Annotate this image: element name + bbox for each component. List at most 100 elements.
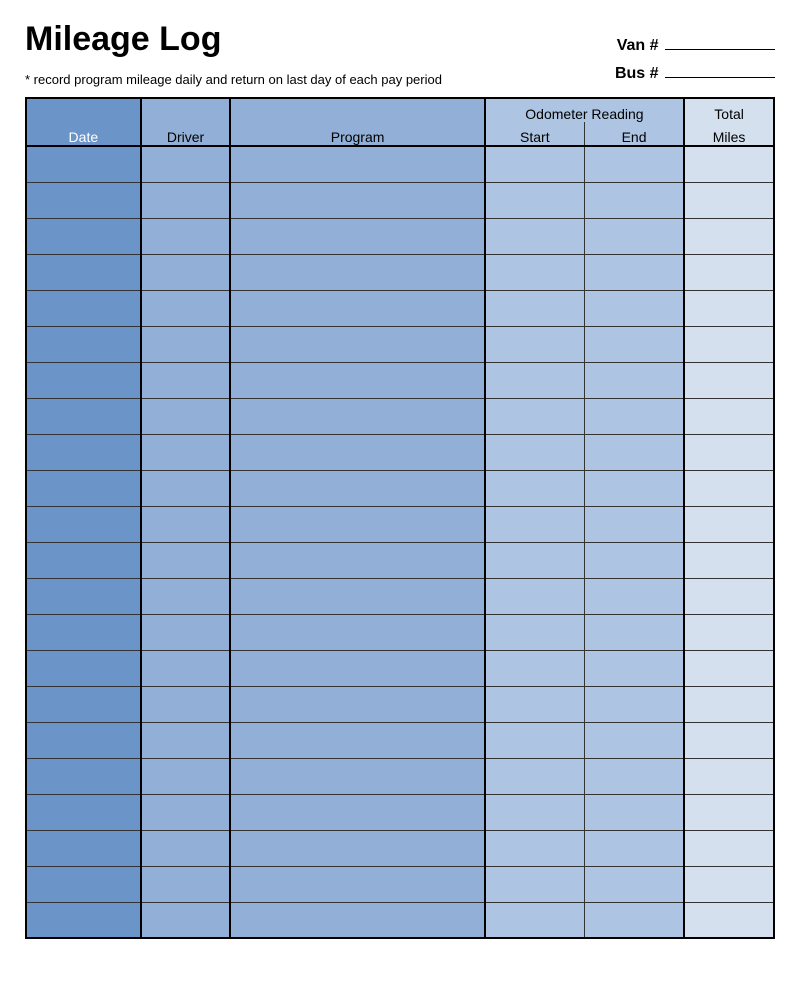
cell-driver[interactable] [141,218,231,254]
cell-odometer-end[interactable] [584,686,684,722]
cell-date[interactable] [26,866,141,902]
bus-number-field[interactable]: Bus # [615,65,775,83]
cell-total-miles[interactable] [684,650,774,686]
table-row[interactable] [26,650,774,686]
table-row[interactable] [26,614,774,650]
table-row[interactable] [26,830,774,866]
cell-odometer-start[interactable] [485,470,585,506]
cell-date[interactable] [26,434,141,470]
cell-driver[interactable] [141,398,231,434]
cell-odometer-start[interactable] [485,398,585,434]
cell-date[interactable] [26,218,141,254]
cell-odometer-start[interactable] [485,830,585,866]
cell-odometer-end[interactable] [584,866,684,902]
cell-driver[interactable] [141,686,231,722]
cell-odometer-start[interactable] [485,794,585,830]
cell-program[interactable] [230,254,484,290]
cell-odometer-start[interactable] [485,866,585,902]
cell-date[interactable] [26,326,141,362]
table-row[interactable] [26,218,774,254]
cell-total-miles[interactable] [684,290,774,326]
cell-odometer-end[interactable] [584,146,684,182]
cell-total-miles[interactable] [684,398,774,434]
table-row[interactable] [26,758,774,794]
cell-odometer-start[interactable] [485,902,585,938]
cell-driver[interactable] [141,542,231,578]
cell-program[interactable] [230,830,484,866]
cell-date[interactable] [26,146,141,182]
cell-odometer-end[interactable] [584,794,684,830]
cell-program[interactable] [230,614,484,650]
cell-driver[interactable] [141,614,231,650]
cell-driver[interactable] [141,758,231,794]
cell-odometer-end[interactable] [584,578,684,614]
table-row[interactable] [26,290,774,326]
cell-program[interactable] [230,722,484,758]
cell-driver[interactable] [141,902,231,938]
cell-odometer-end[interactable] [584,758,684,794]
table-row[interactable] [26,722,774,758]
table-row[interactable] [26,794,774,830]
cell-driver[interactable] [141,794,231,830]
cell-odometer-end[interactable] [584,182,684,218]
cell-date[interactable] [26,650,141,686]
cell-program[interactable] [230,470,484,506]
cell-driver[interactable] [141,830,231,866]
cell-program[interactable] [230,686,484,722]
cell-odometer-end[interactable] [584,902,684,938]
cell-odometer-start[interactable] [485,722,585,758]
cell-total-miles[interactable] [684,866,774,902]
cell-odometer-end[interactable] [584,218,684,254]
cell-odometer-start[interactable] [485,578,585,614]
cell-driver[interactable] [141,722,231,758]
cell-date[interactable] [26,470,141,506]
cell-program[interactable] [230,398,484,434]
cell-total-miles[interactable] [684,506,774,542]
table-row[interactable] [26,146,774,182]
cell-odometer-end[interactable] [584,830,684,866]
cell-driver[interactable] [141,506,231,542]
cell-odometer-start[interactable] [485,434,585,470]
cell-program[interactable] [230,290,484,326]
cell-total-miles[interactable] [684,722,774,758]
cell-driver[interactable] [141,254,231,290]
cell-odometer-end[interactable] [584,650,684,686]
cell-program[interactable] [230,362,484,398]
cell-program[interactable] [230,434,484,470]
cell-driver[interactable] [141,362,231,398]
cell-program[interactable] [230,758,484,794]
cell-odometer-end[interactable] [584,326,684,362]
cell-date[interactable] [26,758,141,794]
cell-total-miles[interactable] [684,434,774,470]
cell-driver[interactable] [141,182,231,218]
cell-odometer-start[interactable] [485,146,585,182]
cell-date[interactable] [26,578,141,614]
cell-date[interactable] [26,902,141,938]
cell-odometer-end[interactable] [584,506,684,542]
cell-date[interactable] [26,254,141,290]
table-row[interactable] [26,866,774,902]
cell-odometer-start[interactable] [485,362,585,398]
cell-odometer-end[interactable] [584,722,684,758]
cell-odometer-end[interactable] [584,290,684,326]
cell-program[interactable] [230,794,484,830]
cell-odometer-start[interactable] [485,542,585,578]
table-row[interactable] [26,254,774,290]
cell-odometer-start[interactable] [485,506,585,542]
cell-date[interactable] [26,290,141,326]
cell-odometer-start[interactable] [485,254,585,290]
cell-program[interactable] [230,542,484,578]
cell-date[interactable] [26,506,141,542]
table-row[interactable] [26,434,774,470]
table-row[interactable] [26,398,774,434]
cell-driver[interactable] [141,434,231,470]
cell-program[interactable] [230,506,484,542]
cell-odometer-start[interactable] [485,290,585,326]
cell-date[interactable] [26,830,141,866]
cell-total-miles[interactable] [684,362,774,398]
cell-driver[interactable] [141,578,231,614]
cell-total-miles[interactable] [684,794,774,830]
cell-program[interactable] [230,902,484,938]
cell-total-miles[interactable] [684,578,774,614]
cell-date[interactable] [26,722,141,758]
